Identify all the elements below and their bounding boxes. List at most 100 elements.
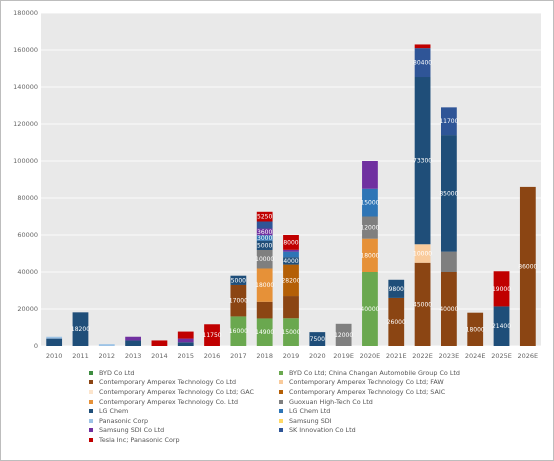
bars [46, 44, 536, 346]
data-label: 10000 [255, 256, 274, 263]
legend-swatch [89, 437, 93, 442]
data-label: 8000 [283, 239, 298, 246]
data-label: 18200 [71, 326, 90, 333]
legend-label: LG Chem [99, 407, 129, 416]
bar-segment [493, 306, 510, 346]
legend-item: Tesla Inc; Panasonic Corp [89, 435, 279, 445]
legend-swatch [279, 399, 283, 404]
legend-item: Guoxuan High-Tech Co Ltd [279, 397, 509, 407]
y-axis-ticks: 0 20000 40000 60000 80000 100000 120000 140000 1… [13, 9, 38, 350]
y-tick-label: 60000 [17, 231, 38, 239]
data-label: 40000 [439, 306, 458, 313]
bar-segment [256, 249, 273, 269]
data-label: 26000 [387, 319, 406, 326]
bar-segment [388, 279, 405, 298]
bar-segment [493, 271, 510, 307]
x-tick-label: 2025E [491, 352, 512, 360]
legend-swatch [89, 370, 93, 375]
bar-segment [441, 272, 457, 346]
x-tick-label: 2023E [439, 352, 460, 360]
x-tick-label: 2020E [360, 352, 381, 360]
bar-segment [256, 268, 273, 302]
legend-swatch [279, 389, 283, 394]
data-label: 15000 [360, 200, 379, 207]
legend-swatch [89, 428, 93, 433]
bar-segment [414, 48, 431, 78]
bar-segment [177, 338, 194, 343]
legend-label: Tesla Inc; Panasonic Corp [99, 435, 180, 444]
data-label: 18000 [255, 282, 274, 289]
data-label: 5000 [231, 277, 246, 284]
legend-label: SK Innovation Co Ltd [289, 426, 356, 435]
data-label: 3600 [257, 229, 272, 236]
legend-swatch [89, 409, 93, 414]
legend-item: Samsung SDI [279, 416, 509, 426]
bar-segment [230, 316, 247, 346]
legend-label: Contemporary Amperex Technology Co Ltd; … [289, 387, 446, 396]
legend-item: Contemporary Amperex Technology Co. Ltd [89, 397, 279, 407]
bar-segment [46, 336, 63, 339]
bar-segment [335, 323, 352, 346]
legend-swatch [89, 380, 93, 385]
bar-segment [362, 161, 378, 189]
legend-item: LG Chem Ltd [279, 406, 509, 416]
x-tick-label: 2017 [230, 352, 247, 360]
legend-swatch [279, 409, 283, 414]
bar-segment [414, 77, 431, 245]
bar-segment [362, 188, 378, 217]
data-label: 45000 [413, 301, 432, 308]
x-tick-label: 2019 [283, 352, 300, 360]
legend-label: BYD Co Ltd [99, 368, 135, 377]
bar-segment [283, 257, 299, 265]
legend: BYD Co Ltd BYD Co Ltd; China Changan Auto… [89, 368, 509, 445]
bar-segment [256, 221, 273, 229]
x-tick-label: 2021E [386, 352, 407, 360]
data-label: 17000 [229, 298, 248, 305]
data-label: 11700 [439, 118, 458, 125]
legend-swatch [279, 380, 283, 385]
bar-segment [256, 211, 273, 222]
x-tick-label: 2020 [309, 352, 326, 360]
bar-segment [414, 44, 431, 49]
legend-item: Contemporary Amperex Technology Co Ltd [89, 378, 279, 388]
x-tick-label: 2022E [412, 352, 433, 360]
y-tick-label: 80000 [17, 194, 38, 202]
bar-segment [98, 344, 115, 346]
legend-swatch [89, 389, 93, 394]
legend-item: SK Innovation Co Ltd [279, 426, 509, 436]
bar-segment [256, 301, 273, 319]
data-label: 40000 [360, 306, 379, 313]
data-label: 80400 [413, 60, 432, 67]
y-tick-label: 100000 [13, 157, 38, 165]
bar-segment [256, 240, 273, 250]
legend-item: BYD Co Ltd [89, 368, 279, 378]
bar-segment [362, 216, 378, 239]
bar-segment [414, 244, 431, 263]
bar-segment [151, 340, 168, 346]
data-label: 16000 [229, 328, 248, 335]
stacked-bar-chart: 0 20000 40000 60000 80000 100000 120000 140000 1… [13, 9, 541, 360]
data-label: 12000 [360, 225, 379, 232]
legend-item: Contemporary Amperex Technology Co Ltd; … [89, 387, 279, 397]
legend-item: Contemporary Amperex Technology Co Ltd; … [279, 378, 509, 388]
legend-label: LG Chem Ltd [289, 407, 331, 416]
bar-segment [441, 107, 457, 136]
bar-segment [46, 338, 63, 346]
bar-segment [230, 275, 247, 285]
data-label: 9800 [389, 286, 404, 293]
y-tick-label: 160000 [13, 46, 38, 54]
data-label: 15000 [281, 329, 300, 336]
y-tick-label: 120000 [13, 120, 38, 128]
legend-label: Samsung SDI [289, 416, 332, 425]
data-labels: 18200 11750 16000 17000 5000 14900 18000 10000 5… [71, 60, 538, 343]
legend-swatch [89, 418, 93, 423]
bar-segment [283, 296, 299, 319]
bar-segment [441, 251, 457, 272]
data-label: 28200 [281, 277, 300, 284]
bar-segment [283, 318, 299, 346]
legend-item: Contemporary Amperex Technology Co Ltd; … [279, 387, 509, 397]
data-label: 14900 [255, 329, 274, 336]
bar-segment [125, 336, 141, 341]
legend-label: Contemporary Amperex Technology Co Ltd [99, 378, 237, 387]
bar-segment [256, 318, 273, 346]
